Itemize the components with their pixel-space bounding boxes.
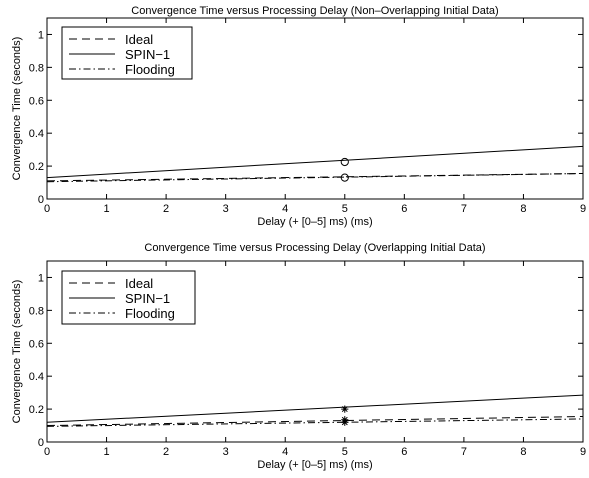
- x-tick-label: 1: [103, 203, 109, 215]
- legend-label: Flooding: [125, 306, 175, 321]
- y-tick-label: 1: [38, 29, 44, 41]
- x-tick-label: 6: [401, 446, 407, 458]
- x-tick-label: 4: [282, 446, 288, 458]
- x-tick-label: 5: [342, 203, 348, 215]
- y-tick-label: 0.2: [29, 404, 44, 416]
- x-tick-label: 8: [520, 446, 526, 458]
- x-tick-label: 0: [44, 446, 50, 458]
- y-tick-label: 0.6: [29, 338, 44, 350]
- legend-label: Ideal: [125, 32, 153, 47]
- x-tick-label: 3: [223, 203, 229, 215]
- y-tick-label: 0: [38, 437, 44, 449]
- legend-label: Ideal: [125, 276, 153, 291]
- plot-frame: [46, 17, 584, 200]
- chart-panel-bottom: Convergence Time versus Processing Delay…: [11, 242, 586, 471]
- x-tick-label: 7: [461, 446, 467, 458]
- x-tick-label: 3: [223, 446, 229, 458]
- x-axis-label: Delay (+ [0–5] ms) (ms): [257, 459, 372, 471]
- x-tick-label: 8: [520, 203, 526, 215]
- series-line-solid: [46, 145, 584, 179]
- x-tick-label: 0: [44, 203, 50, 215]
- y-axis-label: Convergence Time (seconds): [11, 280, 23, 424]
- x-tick-label: 7: [461, 203, 467, 215]
- x-tick-label: 9: [580, 446, 586, 458]
- legend-label: SPIN−1: [125, 47, 170, 62]
- series-line-solid: [46, 394, 584, 423]
- y-tick-label: 0.2: [29, 161, 44, 173]
- y-tick-label: 0.6: [29, 95, 44, 107]
- x-tick-label: 6: [401, 203, 407, 215]
- plot-frame: [46, 260, 584, 443]
- x-tick-label: 2: [163, 446, 169, 458]
- series-line-dashed: [46, 172, 584, 182]
- x-tick-label: 9: [580, 203, 586, 215]
- data-point-marker: [340, 173, 349, 182]
- series-line-dashdot: [46, 418, 584, 427]
- y-tick-label: 0.8: [29, 62, 44, 74]
- y-tick-label: 1: [38, 272, 44, 284]
- y-tick-label: 0: [38, 194, 44, 206]
- x-tick-label: 4: [282, 203, 288, 215]
- series-line-dashed: [46, 415, 584, 427]
- y-tick-label: 0.4: [29, 128, 44, 140]
- x-tick-label: 2: [163, 203, 169, 215]
- data-point-marker: [341, 405, 349, 413]
- x-tick-label: 5: [342, 446, 348, 458]
- x-tick-label: 1: [103, 446, 109, 458]
- y-tick-label: 0.8: [29, 305, 44, 317]
- legend-label: Flooding: [125, 62, 175, 77]
- legend-label: SPIN−1: [125, 291, 170, 306]
- x-axis-label: Delay (+ [0–5] ms) (ms): [257, 216, 372, 228]
- series-line-dashdot: [46, 172, 584, 183]
- chart-title: Convergence Time versus Processing Delay…: [144, 242, 485, 254]
- chart-title: Convergence Time versus Processing Delay…: [131, 5, 498, 17]
- y-tick-label: 0.4: [29, 371, 44, 383]
- legend-box: [61, 26, 193, 80]
- chart-panel-top: Convergence Time versus Processing Delay…: [11, 5, 586, 228]
- y-axis-label: Convergence Time (seconds): [11, 37, 23, 181]
- data-point-marker: [340, 157, 349, 167]
- data-point-marker: [341, 418, 349, 426]
